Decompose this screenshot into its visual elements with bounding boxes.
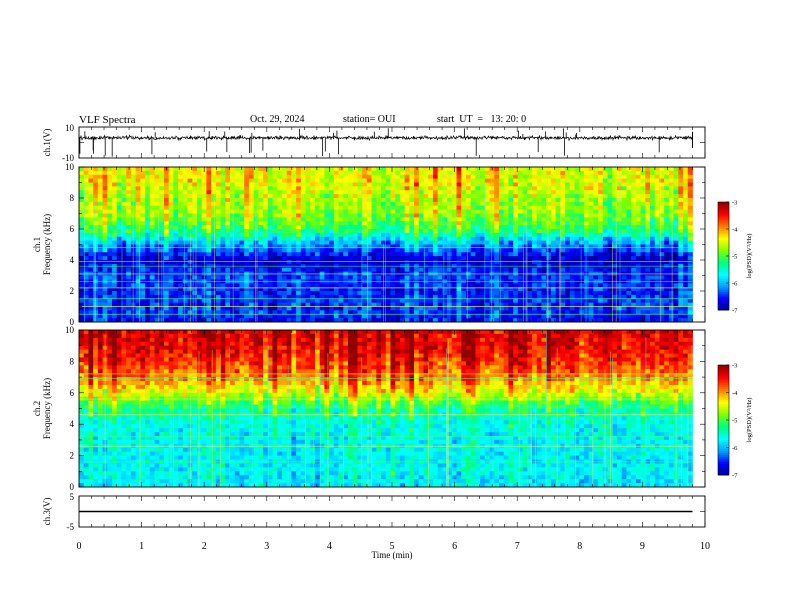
ch2-spectrogram-colorbar-tick: -3: [732, 363, 737, 370]
ch1-spectrogram-colorbar-tick: -5: [732, 254, 737, 261]
x-tick-label: 10: [700, 541, 710, 552]
time-ticks: [78, 127, 706, 158]
x-tick-label: 1: [139, 541, 144, 552]
ch2-spectrogram-colorbar-tick: -6: [732, 445, 738, 452]
ch1-spectrogram-ytick-label: 4: [70, 255, 75, 265]
ch2-spectrogram-ytick-label: 2: [70, 451, 75, 461]
ch2-spectrogram-colorbar-tick: -5: [732, 418, 737, 425]
ch3-waveform-ylabel-line: ch.3(V): [42, 498, 52, 526]
ch2-spectrogram-ytick-label: 6: [70, 388, 75, 398]
figure-title: VLF Spectra: [79, 114, 136, 126]
x-tick-label: 6: [452, 541, 457, 552]
ch3-waveform-ylabel: ch.3(V): [42, 498, 52, 526]
time-ticks: [78, 496, 706, 527]
time-ticks: [78, 330, 706, 487]
ch1-spectrogram-ytick-label: 2: [70, 286, 75, 296]
ch2-spectrogram-ylabel-line: Frequency (kHz): [42, 378, 52, 439]
time-ticks: [78, 167, 706, 322]
x-tick-label: 0: [77, 541, 82, 552]
ch1-spectrogram-ytick-label: 0: [70, 317, 75, 327]
ch2-spectrogram-ytick-label: 10: [65, 325, 75, 335]
ch1-spectrogram-colorbar-tick: -7: [732, 308, 738, 315]
ch1-spectrogram-colorbar-tick: -6: [732, 281, 738, 288]
start-time-label: start UT = 13: 20: 0: [437, 114, 527, 125]
x-axis-label: Time (min): [372, 550, 413, 560]
ch1-spectrogram-colorbar-tick: -4: [732, 227, 738, 234]
ch2-spectrogram-colorbar-tick: -4: [732, 390, 738, 397]
ch1-spectrogram-ylabel-line: Frequency (kHz): [42, 214, 52, 275]
ch1-waveform-ytick-bottom: -10: [62, 153, 74, 163]
ch2-spectrogram-colorbar-label: log(PSD)(V²/Hz): [746, 398, 753, 443]
ch1-waveform-ylabel: ch.1(V): [42, 129, 52, 157]
ch2-spectrogram-ylabel: ch.2 Frequency (kHz): [32, 378, 52, 439]
ch1-spectrogram-ylabel: ch.1 Frequency (kHz): [32, 214, 52, 275]
ch2-spectrogram-ytick-label: 4: [70, 419, 75, 429]
date-label: Oct. 29, 2024: [250, 114, 305, 125]
ch3-waveform-ytick-bottom: -5: [67, 522, 75, 532]
ch1-spectrogram-ylabel-line: ch.1: [32, 237, 42, 252]
x-tick-label: 9: [640, 541, 645, 552]
ch1-spectrogram-colorbar-tick: -3: [732, 200, 737, 207]
ch1-spectrogram-colorbar-label: log(PSD)(V²/Hz): [746, 234, 753, 279]
station-label: station= OUI: [343, 114, 396, 125]
ch1-waveform-ytick-top: 10: [65, 123, 75, 133]
ch1-waveform-ylabel-line: ch.1(V): [42, 129, 52, 157]
x-tick-label: 8: [577, 541, 582, 552]
x-tick-label: 5: [390, 541, 395, 552]
ch1-spectrogram-ytick-label: 8: [70, 193, 75, 203]
ch2-spectrogram-colorbar-tick: -7: [732, 473, 738, 480]
ch1-spectrogram-colorbar: -3 -4 -5 -6 -7 log(PSD)(V²/Hz): [717, 200, 753, 315]
ch1-waveform-trace: [78, 134, 693, 142]
ch2-spectrogram-ytick-label: 8: [70, 356, 75, 366]
ch2-spectrogram-ylabel-line: ch.2: [32, 401, 42, 416]
x-tick-label: 4: [327, 541, 332, 552]
ch3-waveform-ytick-top: 5: [70, 492, 75, 502]
ch1-spectrogram-ytick-label: 10: [65, 162, 75, 172]
ch1-spectrogram-ytick-label: 6: [70, 224, 75, 234]
x-tick-label: 2: [202, 541, 207, 552]
ch2-spectrogram-colorbar: -3 -4 -5 -6 -7 log(PSD)(V²/Hz): [717, 363, 753, 480]
x-tick-label: 7: [515, 541, 520, 552]
x-tick-label: 3: [264, 541, 269, 552]
ch2-spectrogram-ytick-label: 0: [70, 482, 75, 492]
